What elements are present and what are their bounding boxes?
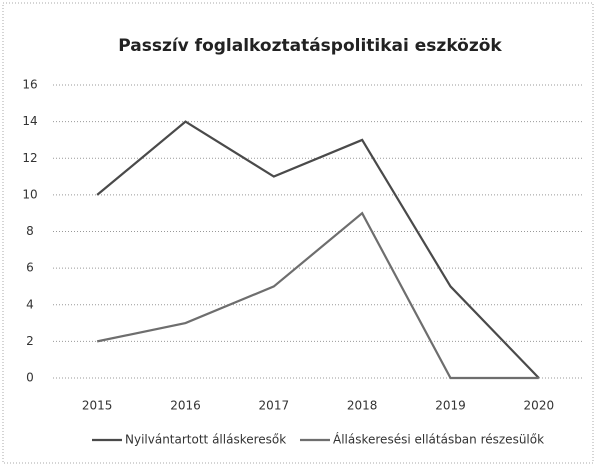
y-tick-label: 2 xyxy=(26,334,34,348)
chart-title: Passzív foglalkoztatáspolitikai eszközök xyxy=(118,36,502,56)
legend-label: Álláskeresési ellátásban részesülők xyxy=(333,432,544,447)
x-tick-label: 2019 xyxy=(435,399,466,413)
series-line xyxy=(96,120,540,379)
legend-label: Nyilvántartott álláskeresők xyxy=(125,433,286,447)
y-tick-label: 4 xyxy=(26,297,34,311)
y-tick-label: 16 xyxy=(22,78,37,92)
x-tick-label: 2016 xyxy=(170,399,201,413)
y-tick-label: 12 xyxy=(22,151,37,165)
x-tick-label: 2015 xyxy=(82,399,113,413)
x-tick-label: 2020 xyxy=(524,399,555,413)
x-tick-label: 2017 xyxy=(259,399,290,413)
x-tick-label: 2018 xyxy=(347,399,378,413)
y-tick-label: 14 xyxy=(22,114,37,128)
chart-border xyxy=(2,2,594,464)
y-tick-label: 8 xyxy=(26,224,34,238)
y-tick-label: 10 xyxy=(22,187,37,201)
y-tick-label: 6 xyxy=(26,261,34,275)
y-tick-label: 0 xyxy=(26,371,34,385)
series-line xyxy=(96,211,539,380)
